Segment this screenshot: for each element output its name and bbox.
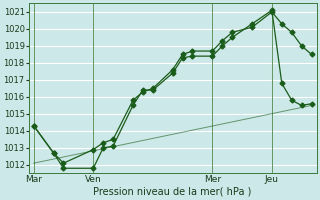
X-axis label: Pression niveau de la mer( hPa ): Pression niveau de la mer( hPa ) [93,187,252,197]
